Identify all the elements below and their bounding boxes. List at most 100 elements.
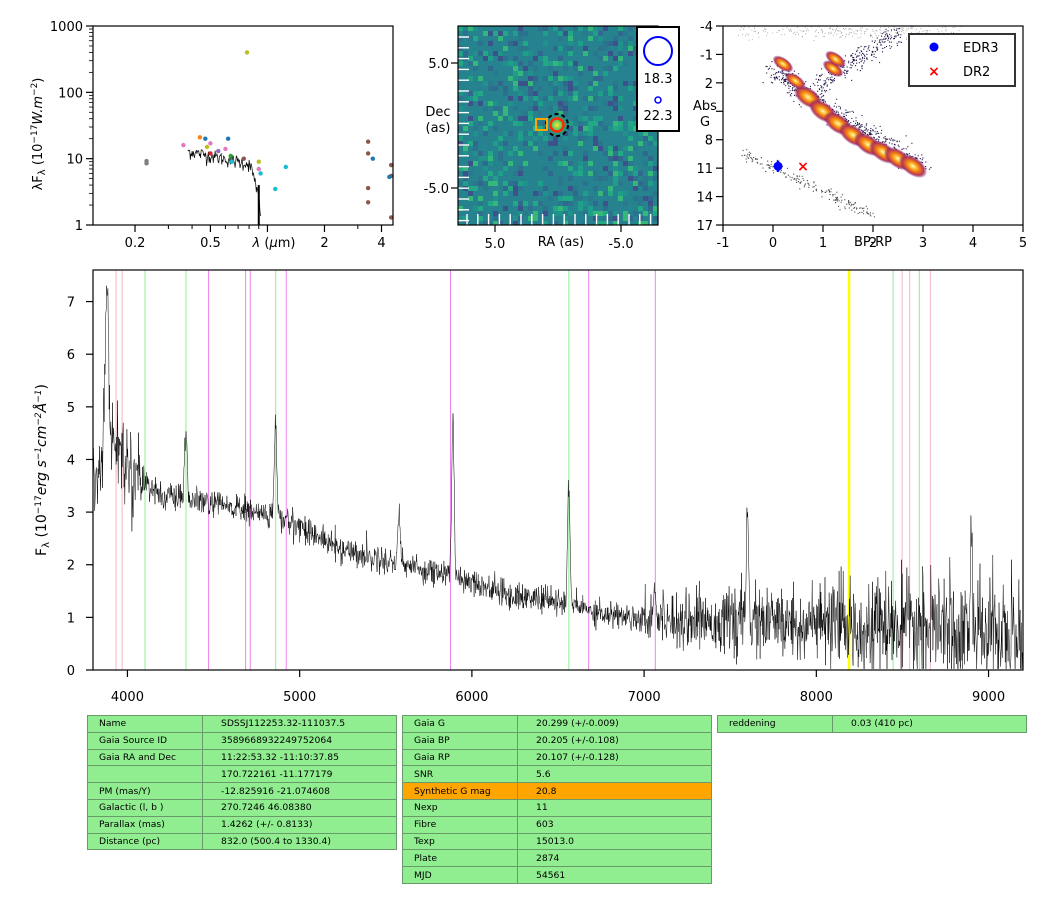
image-pixel	[493, 181, 498, 186]
hrd-density-wd	[838, 205, 840, 207]
hrd-density-ms	[805, 81, 807, 83]
image-pixel	[583, 31, 588, 36]
image-pixel	[493, 111, 498, 116]
hrd-density-wd	[750, 156, 752, 159]
hrd-density-top	[901, 31, 903, 33]
image-pixel	[513, 111, 518, 116]
hrd-density-wd	[826, 190, 828, 192]
hrd-density-rgb	[885, 37, 887, 39]
image-pixel	[468, 46, 473, 51]
image-pixel	[468, 121, 473, 126]
sed-point	[229, 159, 235, 164]
image-pixel	[548, 196, 553, 201]
hrd-density-ms	[894, 144, 896, 146]
hrd-density-wd	[832, 194, 834, 196]
image-pixel	[593, 46, 598, 51]
image-pixel	[623, 41, 628, 46]
image-pixel	[643, 196, 648, 201]
table-row: PM (mas/Y) -12.825916 -21.074608	[87, 782, 397, 800]
table-key: Gaia G	[402, 715, 518, 733]
image-pixel	[583, 206, 588, 211]
image-pixel	[518, 201, 523, 206]
hrd-density-top	[902, 27, 904, 29]
hrd-density-rgb	[816, 81, 819, 83]
image-pixel	[513, 186, 518, 191]
hrd-density-ms	[773, 68, 775, 70]
hrd-density-top	[830, 33, 832, 35]
image-pixel	[473, 146, 478, 151]
hrd-density-ms	[905, 135, 907, 137]
hrd-density-top	[838, 30, 840, 32]
hrd-density-rgb	[873, 56, 875, 58]
image-pixel	[458, 51, 463, 56]
image-pixel	[523, 116, 528, 121]
hrd-density-ms	[921, 159, 923, 161]
hrd-density-rgb	[825, 80, 827, 82]
hrd-ytick-label: 17	[696, 219, 713, 234]
image-pixel	[598, 116, 603, 121]
image-pixel	[498, 146, 503, 151]
hrd-density-rgb	[851, 55, 853, 57]
hrd-density-ms	[819, 93, 821, 95]
sed-point	[197, 135, 203, 140]
image-pixel	[603, 46, 608, 51]
hrd-density-ms	[787, 83, 789, 85]
hrd-density-wd	[772, 166, 774, 168]
hrd-density-rgb	[874, 51, 876, 53]
hrd-density-rgb	[830, 82, 832, 84]
hrd-density-ms	[791, 88, 794, 90]
hrd-density-rgb	[890, 41, 892, 43]
image-pixel	[518, 131, 523, 136]
hrd-density-rgb	[859, 58, 861, 60]
image-pixel	[498, 81, 503, 86]
hrd-density-wd	[822, 190, 824, 193]
image-pixel	[618, 121, 623, 126]
image-pixel	[493, 216, 498, 221]
hrd-density-top	[888, 30, 890, 32]
hrd-density-rgb	[846, 72, 848, 74]
hrd-density-rgb	[888, 41, 891, 43]
image-pixel	[593, 81, 598, 86]
spectrum-ytick-label: 7	[67, 296, 75, 311]
image-pixel	[608, 101, 613, 106]
hrd-density-rgb	[871, 40, 873, 42]
hrd-density-ms	[775, 77, 778, 79]
hrd-density-wd	[869, 214, 871, 216]
hrd-density-wd	[751, 161, 753, 163]
image-pixel	[513, 31, 518, 36]
image-pixel	[598, 221, 603, 225]
image-pixel	[478, 76, 483, 81]
hrd-density-wd	[746, 155, 748, 157]
hrd-density-ms	[925, 161, 927, 163]
image-pixel	[468, 91, 473, 96]
image-pixel	[648, 161, 653, 166]
hrd-density-ms	[778, 76, 780, 78]
hrd-density-wd	[751, 159, 753, 161]
image-pixel	[568, 51, 573, 56]
hrd-density-top	[845, 36, 846, 38]
hrd-density-ms	[897, 144, 899, 146]
hrd-density-wd	[840, 196, 842, 198]
info-table-extinction: reddening 0.03 (410 pc)	[717, 715, 1027, 733]
table-key	[87, 765, 203, 784]
hrd-density-ms	[768, 67, 771, 69]
hrd-density-top	[830, 31, 832, 33]
image-pixel	[608, 186, 613, 191]
image-pixel	[618, 181, 623, 186]
hrd-density-top	[859, 29, 861, 31]
image-xtick-left: 5.0	[485, 237, 506, 252]
hrd-density-ms	[769, 65, 771, 67]
image-ytick-bottom: -5.0	[424, 182, 449, 197]
image-pixel	[558, 196, 563, 201]
table-key: Gaia BP	[402, 731, 518, 750]
image-pixel	[528, 76, 533, 81]
image-pixel	[558, 26, 563, 31]
image-pixel	[473, 126, 478, 131]
image-pixel	[458, 91, 463, 96]
image-pixel	[638, 171, 643, 176]
image-pixel	[613, 166, 618, 171]
hrd-density-rgb	[880, 44, 882, 46]
image-pixel	[473, 186, 478, 191]
hrd-density-rgb	[856, 49, 858, 51]
